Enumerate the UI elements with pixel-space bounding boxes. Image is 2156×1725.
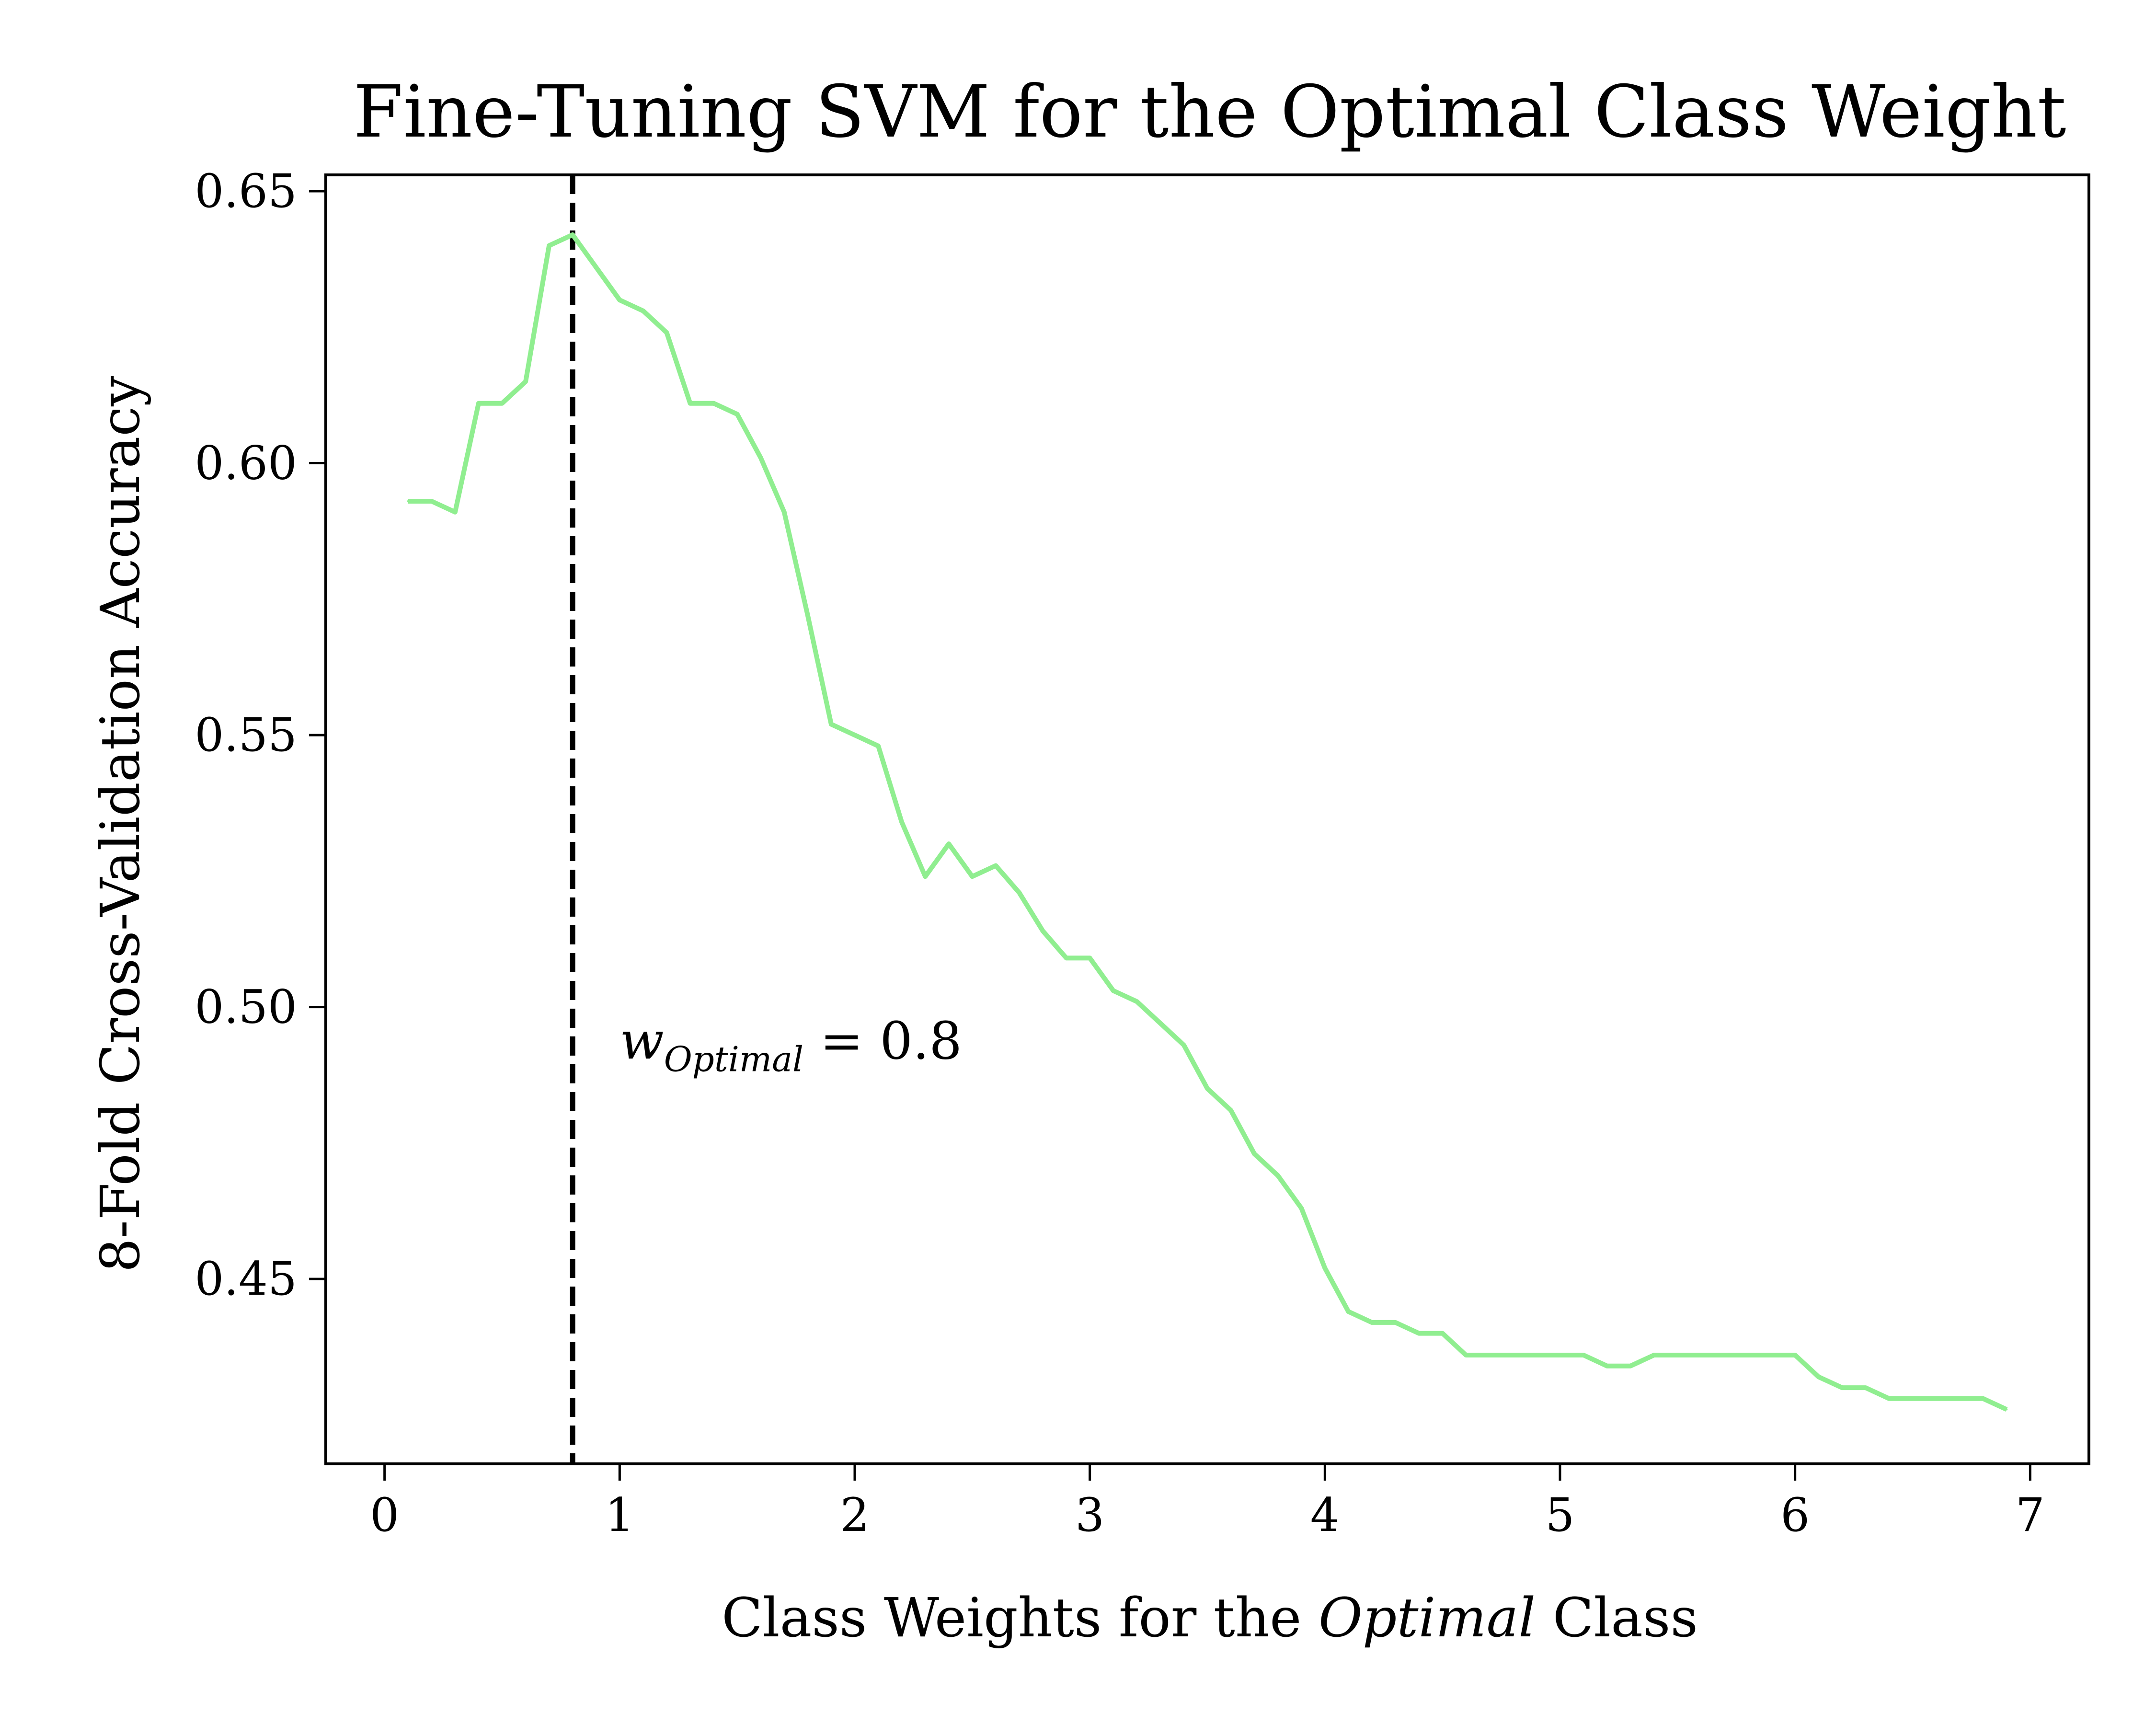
data-point	[689, 402, 691, 404]
data-point	[1230, 1109, 1232, 1112]
optimal-weight-annotation: wOptimal = 0.8	[619, 1011, 962, 1079]
data-points	[407, 233, 2008, 1411]
data-point	[1583, 1354, 1585, 1356]
data-point	[1888, 1397, 1890, 1400]
data-point	[736, 413, 738, 415]
data-point	[1371, 1321, 1373, 1323]
y-tick-label: 0.65	[195, 164, 297, 218]
data-point	[1206, 1087, 1208, 1090]
data-point	[1394, 1321, 1397, 1323]
data-point	[1253, 1153, 1256, 1155]
data-point	[1912, 1397, 1914, 1400]
data-point	[1653, 1354, 1655, 1356]
x-axis-title-emphasis: Optimal	[1319, 1587, 1536, 1649]
plot-area	[407, 175, 2008, 1464]
data-point	[1159, 1022, 1161, 1024]
data-point	[1747, 1354, 1749, 1356]
data-point	[642, 310, 644, 312]
data-point	[1982, 1397, 1984, 1400]
data-point	[1512, 1354, 1514, 1356]
data-point	[783, 511, 785, 513]
accuracy-line	[408, 232, 2008, 1412]
data-point	[1559, 1354, 1561, 1356]
data-point	[1465, 1354, 1467, 1356]
data-point	[1135, 1000, 1138, 1003]
data-point	[1606, 1365, 1608, 1367]
data-point	[1418, 1332, 1420, 1334]
x-tick-label: 2	[840, 1488, 869, 1542]
data-point	[548, 244, 550, 247]
data-point	[1841, 1387, 1843, 1389]
data-point	[2006, 1408, 2008, 1411]
data-point	[1817, 1376, 1820, 1378]
data-point	[1864, 1387, 1867, 1389]
data-point	[1794, 1354, 1796, 1356]
data-point	[665, 332, 668, 334]
data-point	[1629, 1365, 1632, 1367]
data-point	[712, 402, 715, 404]
annotation-value: = 0.8	[803, 1011, 962, 1071]
data-point	[454, 511, 456, 513]
data-point	[971, 875, 974, 878]
data-point	[1488, 1354, 1491, 1356]
data-point	[1723, 1354, 1726, 1356]
data-point	[1935, 1397, 1938, 1400]
data-point	[525, 380, 527, 383]
data-point	[1182, 1044, 1185, 1046]
data-point	[1300, 1207, 1303, 1209]
data-point	[477, 402, 480, 404]
y-axis: 0.45 0.50 0.55 0.60 0.65	[195, 164, 326, 1306]
data-point	[877, 745, 880, 747]
data-point	[948, 843, 950, 845]
annotation-subscript: Optimal	[664, 1039, 803, 1079]
data-point	[1089, 957, 1091, 959]
annotation-base: w	[619, 1011, 664, 1071]
data-point	[1676, 1354, 1679, 1356]
y-tick-label: 0.55	[195, 708, 297, 762]
data-point	[1535, 1354, 1537, 1356]
x-tick-label: 0	[370, 1488, 399, 1542]
chart-title: Fine-Tuning SVM for the Optimal Class We…	[353, 70, 2066, 154]
x-axis-title-prefix: Class Weights for the	[722, 1587, 1319, 1649]
data-point	[901, 821, 903, 823]
data-point	[1277, 1174, 1279, 1177]
data-point	[1700, 1354, 1702, 1356]
x-tick-label: 5	[1545, 1488, 1574, 1542]
data-point	[501, 402, 503, 404]
data-point	[1441, 1332, 1444, 1334]
y-tick-label: 0.50	[195, 980, 297, 1034]
data-point	[830, 723, 832, 725]
x-axis: 0 1 2 3 4 5 6 7	[370, 1464, 2045, 1542]
data-point	[924, 875, 927, 878]
data-point	[430, 500, 433, 503]
data-point	[619, 299, 621, 301]
x-axis-title: Class Weights for the Optimal Class	[722, 1587, 1698, 1649]
data-point	[1324, 1267, 1326, 1269]
data-point	[595, 266, 597, 268]
plot-frame	[324, 173, 2090, 1465]
data-point	[1065, 957, 1067, 959]
x-tick-label: 4	[1310, 1488, 1340, 1542]
data-point	[1018, 892, 1021, 894]
x-axis-title-suffix: Class	[1536, 1587, 1698, 1649]
x-tick-label: 1	[605, 1488, 634, 1542]
data-point	[806, 614, 809, 617]
y-tick-label: 0.45	[195, 1252, 297, 1306]
data-point	[407, 500, 409, 503]
data-point	[1112, 989, 1114, 992]
x-tick-label: 6	[1780, 1488, 1810, 1542]
x-tick-label: 3	[1075, 1488, 1104, 1542]
data-point	[1770, 1354, 1773, 1356]
data-point	[1042, 930, 1044, 932]
data-point	[995, 864, 997, 867]
data-point	[572, 233, 574, 236]
data-point	[854, 734, 856, 736]
data-point	[759, 457, 762, 459]
y-axis-title: 8-Fold Cross-Validation Accuracy	[90, 376, 152, 1273]
data-point	[1959, 1397, 1961, 1400]
y-tick-label: 0.60	[195, 437, 297, 490]
data-point	[1347, 1311, 1350, 1313]
x-tick-label: 7	[2016, 1488, 2045, 1542]
